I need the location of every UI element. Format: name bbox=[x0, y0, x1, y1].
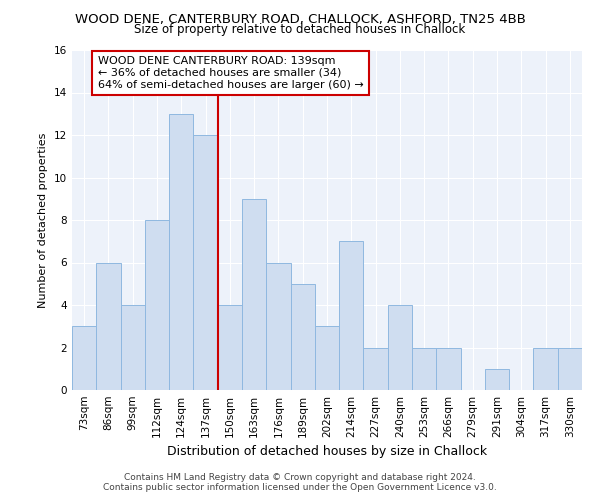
Bar bbox=[558, 348, 582, 390]
Text: WOOD DENE CANTERBURY ROAD: 139sqm
← 36% of detached houses are smaller (34)
64% : WOOD DENE CANTERBURY ROAD: 139sqm ← 36% … bbox=[97, 56, 363, 90]
Bar bbox=[412, 348, 436, 390]
Bar bbox=[193, 135, 218, 390]
Bar bbox=[315, 326, 339, 390]
Text: WOOD DENE, CANTERBURY ROAD, CHALLOCK, ASHFORD, TN25 4BB: WOOD DENE, CANTERBURY ROAD, CHALLOCK, AS… bbox=[74, 12, 526, 26]
Bar bbox=[72, 326, 96, 390]
Bar bbox=[218, 305, 242, 390]
Bar bbox=[96, 262, 121, 390]
Bar bbox=[169, 114, 193, 390]
Bar bbox=[266, 262, 290, 390]
Bar bbox=[533, 348, 558, 390]
Bar bbox=[436, 348, 461, 390]
Text: Size of property relative to detached houses in Challock: Size of property relative to detached ho… bbox=[134, 22, 466, 36]
Bar bbox=[339, 242, 364, 390]
Bar bbox=[485, 369, 509, 390]
Bar bbox=[290, 284, 315, 390]
Bar bbox=[145, 220, 169, 390]
Bar bbox=[364, 348, 388, 390]
Text: Contains HM Land Registry data © Crown copyright and database right 2024.
Contai: Contains HM Land Registry data © Crown c… bbox=[103, 473, 497, 492]
Bar bbox=[121, 305, 145, 390]
Bar bbox=[242, 198, 266, 390]
X-axis label: Distribution of detached houses by size in Challock: Distribution of detached houses by size … bbox=[167, 446, 487, 458]
Bar bbox=[388, 305, 412, 390]
Y-axis label: Number of detached properties: Number of detached properties bbox=[38, 132, 49, 308]
